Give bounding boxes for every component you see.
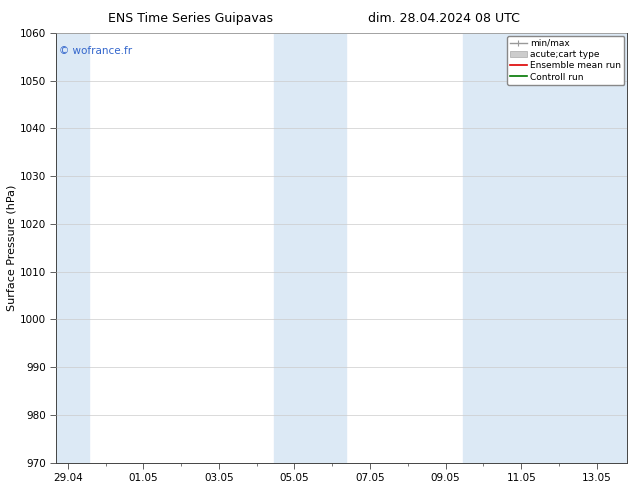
Legend: min/max, acute;cart type, Ensemble mean run, Controll run: min/max, acute;cart type, Ensemble mean …: [507, 36, 624, 85]
Bar: [463, 33, 627, 463]
Y-axis label: Surface Pressure (hPa): Surface Pressure (hPa): [7, 185, 17, 311]
Text: © wofrance.fr: © wofrance.fr: [59, 46, 133, 56]
Bar: [56, 33, 89, 463]
Text: dim. 28.04.2024 08 UTC: dim. 28.04.2024 08 UTC: [368, 12, 520, 25]
Bar: [274, 33, 346, 463]
Text: ENS Time Series Guipavas: ENS Time Series Guipavas: [108, 12, 273, 25]
